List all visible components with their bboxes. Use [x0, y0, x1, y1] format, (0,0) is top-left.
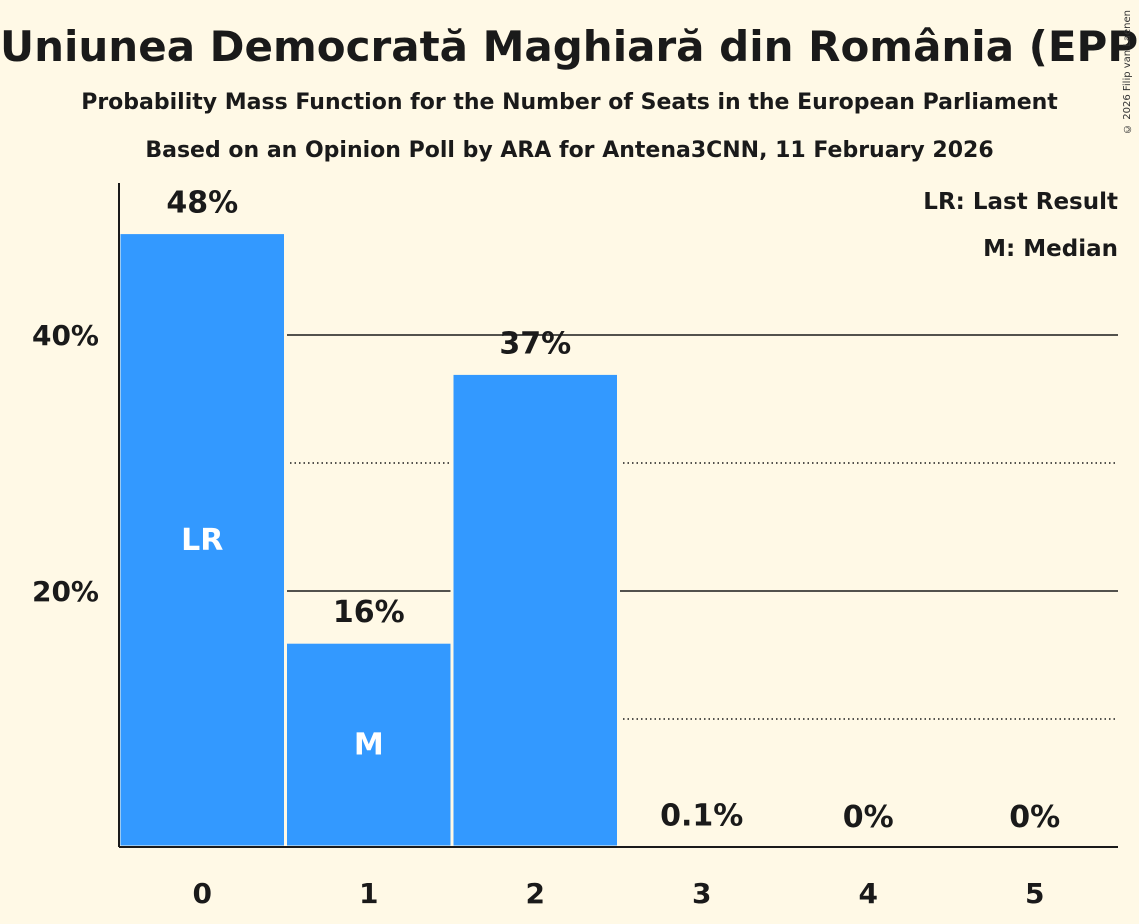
value-label-5: 0% — [1009, 800, 1060, 835]
x-tick-label-2: 2 — [526, 877, 545, 910]
bar-seats-0 — [117, 231, 287, 849]
value-label-3: 0.1% — [660, 799, 743, 834]
value-label-1: 16% — [333, 595, 405, 630]
chart-title: Uniunea Democrată Maghiară din România (… — [0, 22, 1139, 71]
y-tick-label: 40% — [32, 319, 99, 352]
value-label-0: 48% — [166, 186, 238, 221]
bar-seats-2 — [450, 371, 620, 849]
bar-marker-lr: LR — [181, 523, 223, 558]
x-tick-label-3: 3 — [692, 877, 711, 910]
x-tick-label-0: 0 — [193, 877, 212, 910]
value-label-4: 0% — [843, 800, 894, 835]
chart-subtitle: Probability Mass Function for the Number… — [81, 90, 1058, 115]
legend-entry: M: Median — [983, 236, 1118, 262]
x-tick-label-4: 4 — [859, 877, 878, 910]
chart-source: Based on an Opinion Poll by ARA for Ante… — [145, 138, 994, 163]
bar-marker-m: M — [354, 728, 384, 763]
x-tick-label-1: 1 — [359, 877, 378, 910]
legend-entry: LR: Last Result — [923, 189, 1118, 215]
x-tick-label-5: 5 — [1025, 877, 1044, 910]
value-label-2: 37% — [499, 326, 571, 361]
y-tick-label: 20% — [32, 575, 99, 608]
